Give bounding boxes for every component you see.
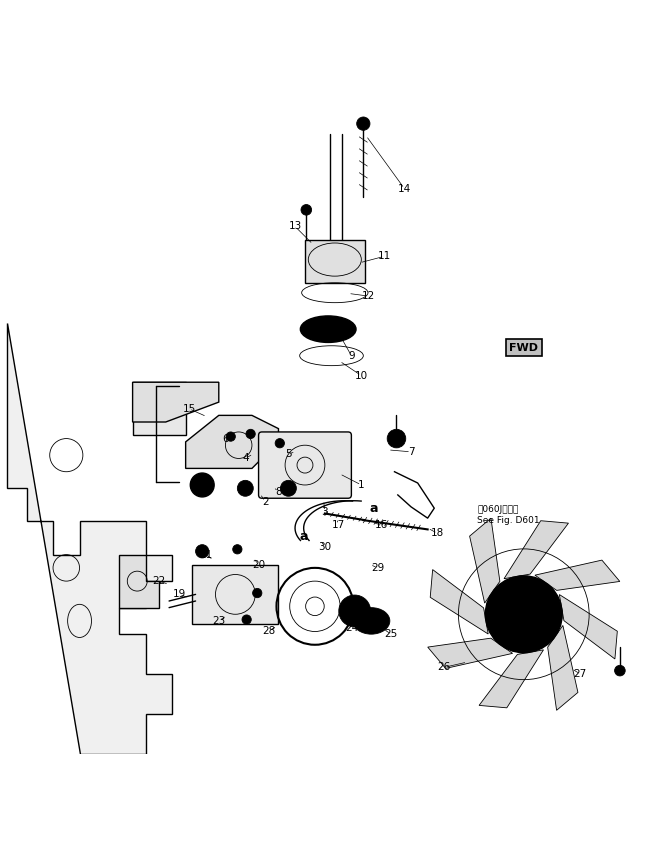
Polygon shape — [133, 382, 186, 436]
Circle shape — [237, 480, 253, 496]
Polygon shape — [428, 638, 512, 668]
Circle shape — [242, 615, 251, 625]
Text: 14: 14 — [398, 184, 411, 193]
Polygon shape — [548, 625, 578, 711]
Polygon shape — [186, 415, 278, 468]
Text: FWD: FWD — [509, 343, 538, 353]
Polygon shape — [504, 521, 568, 579]
Text: 4: 4 — [242, 453, 249, 463]
Text: 2: 2 — [262, 496, 269, 506]
Text: 15: 15 — [182, 403, 196, 414]
Text: 図060J図参照
See Fig. D601: 図060J図参照 See Fig. D601 — [477, 505, 540, 524]
Text: 24: 24 — [345, 623, 358, 632]
Text: 28: 28 — [262, 626, 275, 636]
Text: 21: 21 — [199, 549, 212, 560]
Polygon shape — [560, 594, 617, 659]
Text: 29: 29 — [371, 563, 385, 573]
Text: 6: 6 — [222, 434, 229, 444]
Ellipse shape — [300, 316, 356, 343]
Text: 12: 12 — [361, 291, 375, 301]
Text: 22: 22 — [152, 576, 166, 586]
Text: 20: 20 — [252, 560, 265, 570]
Circle shape — [253, 588, 262, 598]
Circle shape — [233, 544, 242, 554]
Bar — [192, 565, 278, 625]
Circle shape — [301, 204, 312, 215]
Text: 25: 25 — [385, 629, 398, 639]
Text: 13: 13 — [288, 221, 302, 231]
Polygon shape — [535, 560, 620, 590]
Polygon shape — [479, 650, 544, 708]
Text: 19: 19 — [172, 589, 186, 599]
Ellipse shape — [353, 608, 390, 634]
Circle shape — [339, 595, 371, 627]
Circle shape — [357, 117, 370, 130]
Text: 5: 5 — [285, 449, 292, 459]
Text: 10: 10 — [355, 371, 368, 381]
Circle shape — [485, 576, 562, 652]
Text: 30: 30 — [318, 542, 332, 552]
Text: 8: 8 — [275, 487, 282, 496]
Text: a: a — [369, 501, 377, 515]
Polygon shape — [133, 382, 219, 422]
Bar — [305, 240, 365, 283]
Circle shape — [226, 432, 235, 441]
Polygon shape — [469, 518, 500, 603]
Polygon shape — [430, 570, 488, 634]
Text: 16: 16 — [375, 520, 388, 530]
Circle shape — [387, 430, 406, 448]
Text: 1: 1 — [358, 480, 365, 490]
Polygon shape — [7, 322, 172, 754]
Circle shape — [615, 665, 625, 676]
Circle shape — [196, 544, 209, 558]
FancyBboxPatch shape — [259, 432, 351, 498]
Text: 3: 3 — [322, 506, 328, 517]
Text: 9: 9 — [348, 351, 355, 360]
Circle shape — [246, 430, 255, 439]
Text: 11: 11 — [378, 252, 391, 262]
Text: 23: 23 — [212, 616, 225, 626]
Circle shape — [501, 591, 547, 637]
Text: 17: 17 — [332, 520, 345, 530]
Text: 7: 7 — [408, 446, 414, 457]
Polygon shape — [119, 555, 159, 608]
Text: 26: 26 — [438, 663, 451, 673]
Circle shape — [275, 439, 284, 448]
Text: 18: 18 — [431, 528, 444, 538]
Circle shape — [280, 480, 296, 496]
Circle shape — [190, 473, 214, 497]
Text: 27: 27 — [573, 669, 587, 679]
Text: a: a — [300, 530, 308, 544]
